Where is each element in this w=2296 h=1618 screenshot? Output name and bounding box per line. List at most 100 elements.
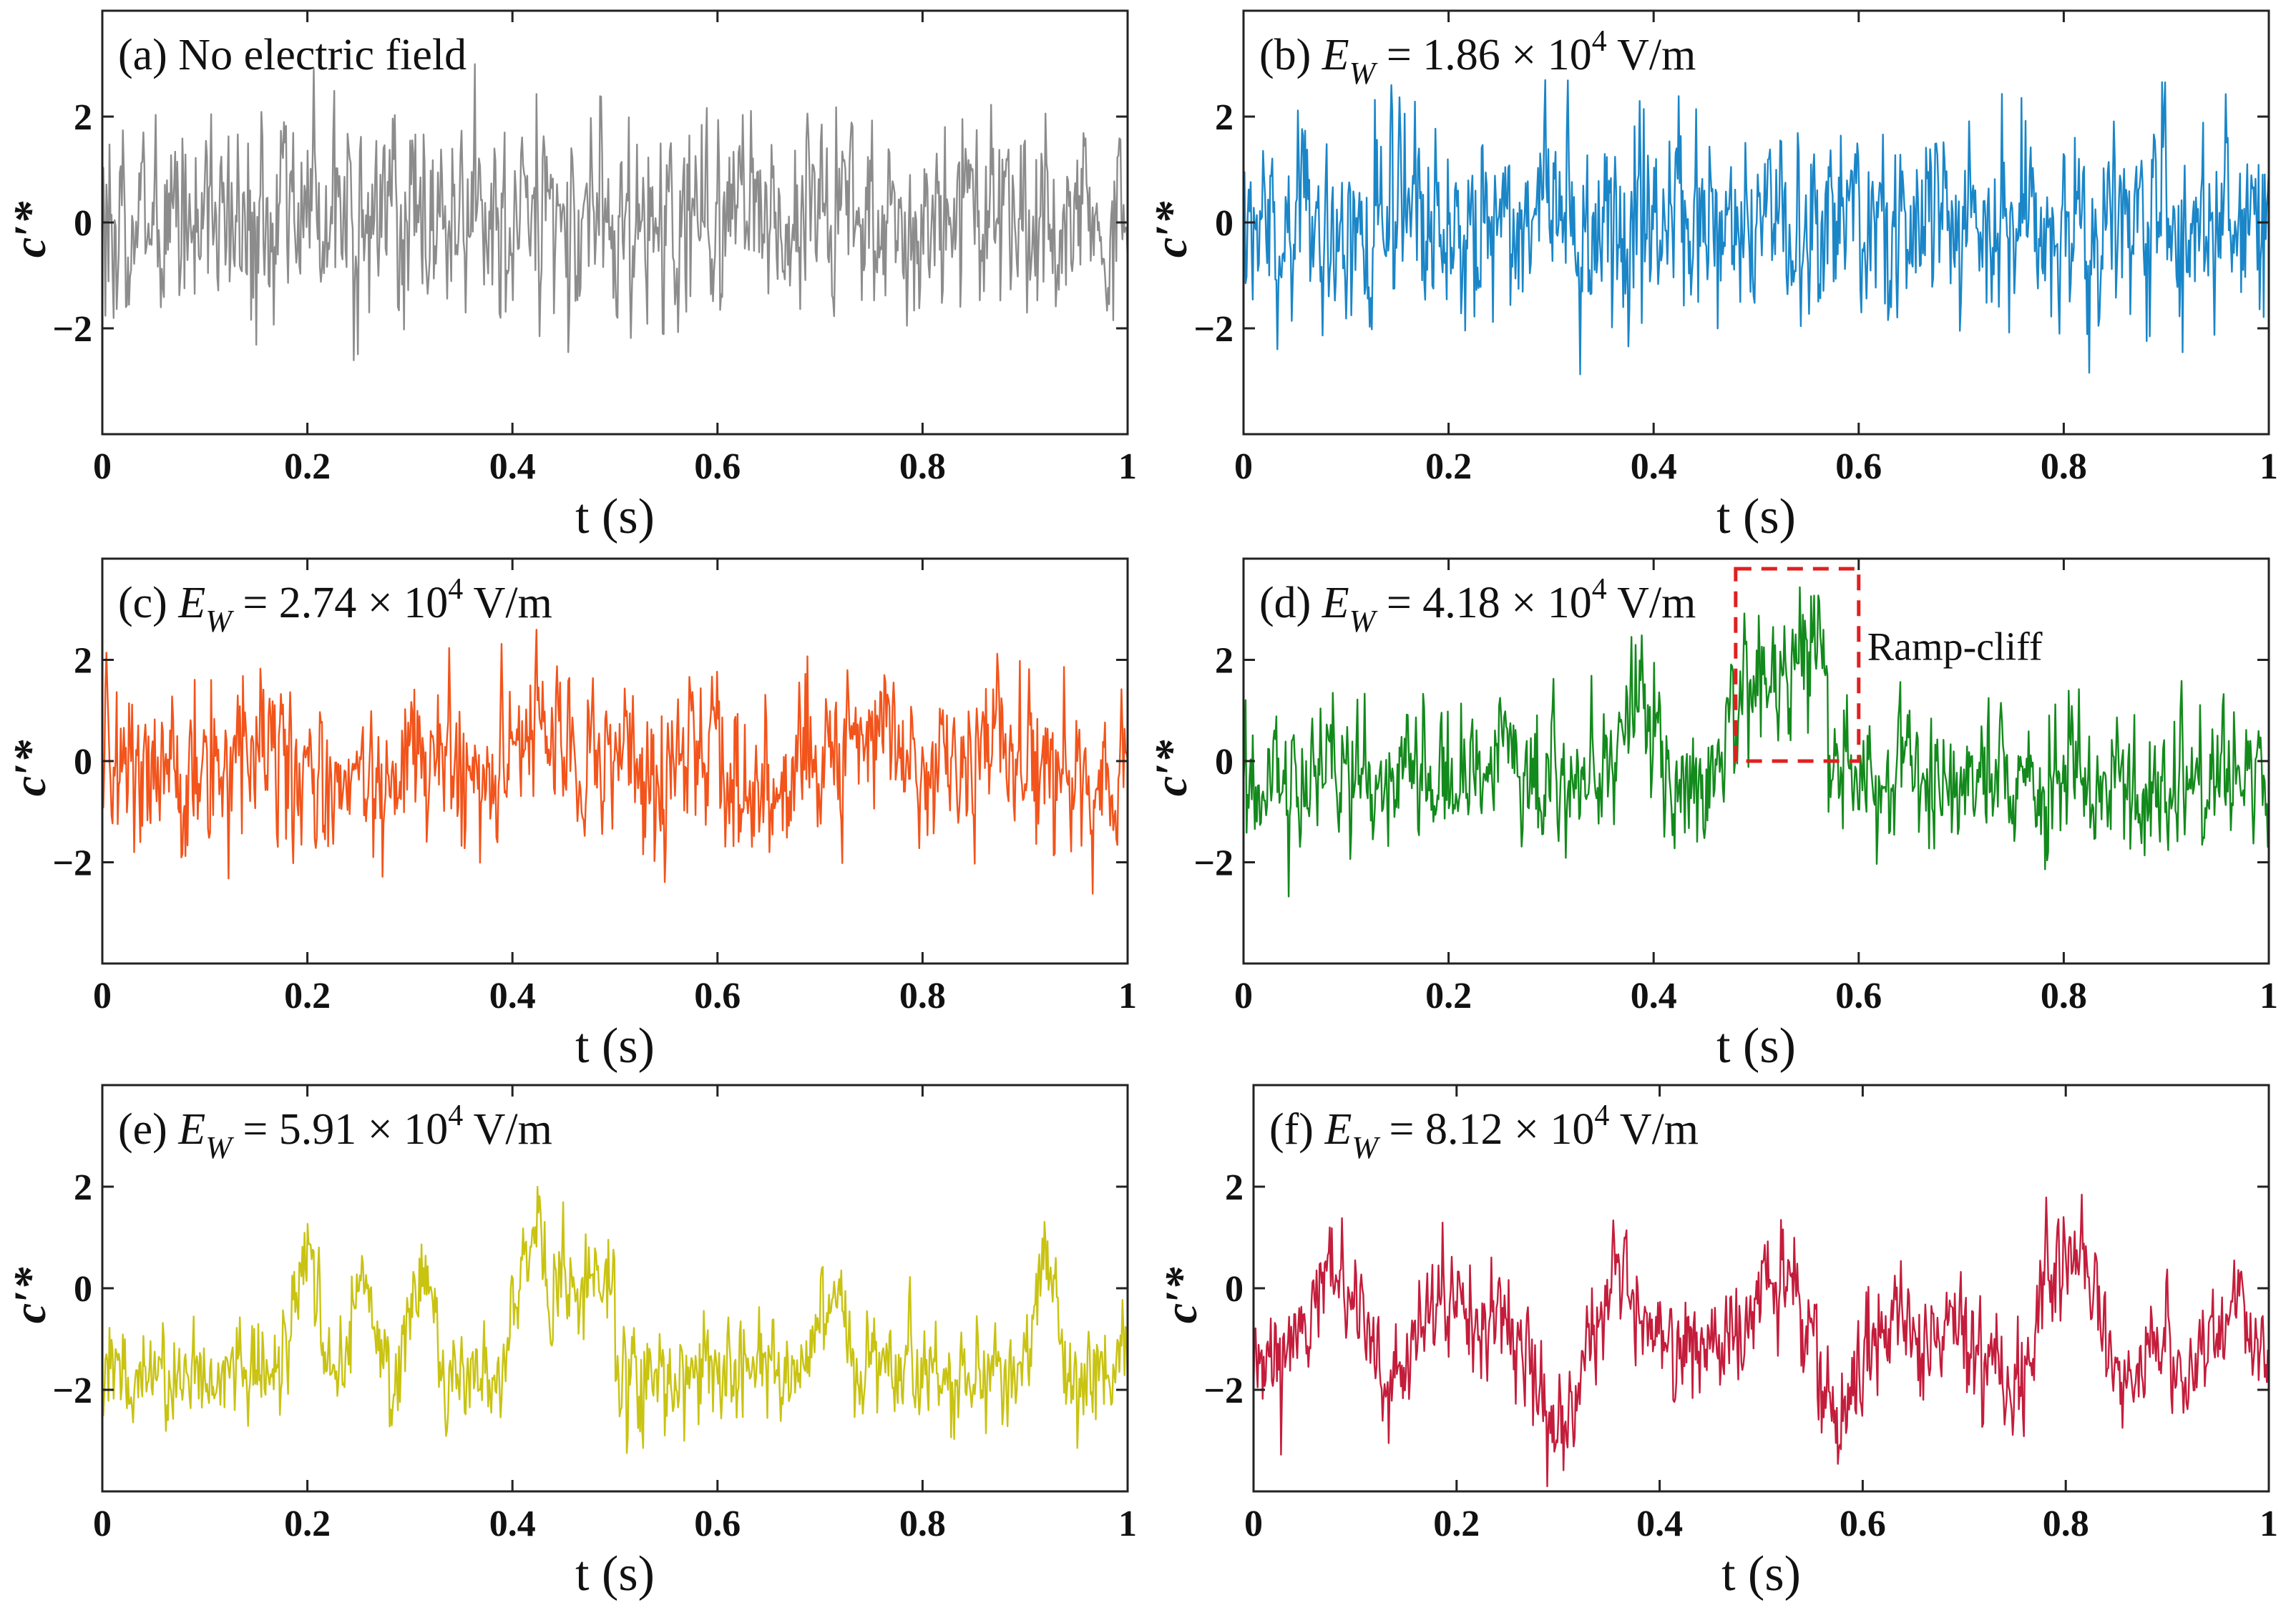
x-tick-label: 0 bbox=[93, 976, 112, 1016]
x-tick-label: 1 bbox=[2260, 446, 2278, 487]
panel-title: (d) EW = 4.18 × 104 V/m bbox=[1259, 573, 1696, 639]
y-tick-label: 0 bbox=[1215, 742, 1234, 783]
title-var: E bbox=[1322, 31, 1349, 79]
x-tick-label: 0.4 bbox=[1631, 446, 1677, 487]
title-unit: V/m bbox=[463, 1105, 552, 1154]
series-line bbox=[1244, 586, 2269, 898]
x-tick-label: 0.8 bbox=[899, 1504, 946, 1544]
x-tick-label: 0.4 bbox=[489, 976, 536, 1016]
panel-title: (b) EW = 1.86 × 104 V/m bbox=[1259, 25, 1696, 91]
y-tick-label: 2 bbox=[1225, 1167, 1244, 1208]
x-tick-label: 0.2 bbox=[1433, 1504, 1480, 1544]
annotation-label: Ramp-cliff bbox=[1867, 625, 2043, 670]
title-eq: = 2.74 × 10 bbox=[232, 579, 448, 627]
x-tick-label: 1 bbox=[2260, 976, 2278, 1016]
ramp-cliff-box bbox=[1734, 567, 1861, 763]
y-tick-label: 0 bbox=[74, 742, 92, 783]
x-tick-label: 0.6 bbox=[694, 446, 741, 487]
x-tick-label: 1 bbox=[1118, 976, 1137, 1016]
x-tick-label: 0.2 bbox=[1425, 976, 1472, 1016]
title-sub: W bbox=[205, 1130, 234, 1165]
panel-title: (a) No electric field bbox=[118, 31, 466, 79]
y-tick-label: 2 bbox=[1215, 641, 1234, 682]
y-tick-label: 0 bbox=[74, 203, 92, 244]
x-axis-label: t (s) bbox=[1721, 1546, 1801, 1602]
x-axis-label: t (s) bbox=[575, 1019, 655, 1074]
x-axis-label: t (s) bbox=[575, 489, 655, 544]
y-axis-label: c′* bbox=[4, 740, 55, 796]
y-tick-label: −2 bbox=[52, 843, 92, 884]
title-sub: W bbox=[205, 604, 234, 639]
x-tick-label: 0.4 bbox=[489, 446, 536, 487]
y-tick-label: 0 bbox=[74, 1269, 92, 1310]
y-axis-label: c′* bbox=[1145, 201, 1196, 258]
y-tick-label: 0 bbox=[1215, 203, 1234, 244]
title-prefix: (b) bbox=[1259, 31, 1322, 79]
x-tick-label: 0.2 bbox=[284, 1504, 331, 1544]
panel-f: 0 0.2 0.4 0.6 0.8 1 −2 0 2 t (s) c′* (f) EW = 8.12 … bbox=[1156, 1084, 2278, 1602]
title-eq: = 4.18 × 10 bbox=[1375, 579, 1591, 627]
panel-title: (c) EW = 2.74 × 104 V/m bbox=[118, 573, 552, 639]
x-tick-label: 0 bbox=[1244, 1504, 1263, 1544]
y-tick-label: 2 bbox=[74, 1167, 92, 1208]
title-var: E bbox=[1324, 1105, 1352, 1154]
y-tick-label: −2 bbox=[1193, 843, 1234, 884]
x-tick-label: 0.6 bbox=[1835, 446, 1882, 487]
panel-title: (f) EW = 8.12 × 104 V/m bbox=[1269, 1099, 1699, 1165]
y-tick-label: −2 bbox=[52, 309, 92, 350]
panel-title: (e) EW = 5.91 × 104 V/m bbox=[118, 1099, 552, 1165]
title-var: E bbox=[177, 579, 205, 627]
x-tick-label: 0.6 bbox=[694, 1504, 741, 1544]
x-tick-label: 0.2 bbox=[284, 446, 331, 487]
panel-b: 0 0.2 0.4 0.6 0.8 1 −2 0 2 t (s) c′* (b) EW = 1.86 … bbox=[1145, 9, 2278, 544]
series-line bbox=[1244, 79, 2269, 376]
x-tick-label: 0.2 bbox=[284, 976, 331, 1016]
x-tick-label: 0.4 bbox=[489, 1504, 536, 1544]
title-sub: W bbox=[1352, 1130, 1380, 1165]
title-prefix: (e) bbox=[118, 1105, 178, 1154]
x-tick-label: 0.6 bbox=[1835, 976, 1882, 1016]
y-tick-label: −2 bbox=[1203, 1371, 1244, 1411]
y-axis-label: c′* bbox=[4, 1267, 55, 1323]
x-tick-label: 0.6 bbox=[694, 976, 741, 1016]
title-prefix: (d) bbox=[1259, 579, 1322, 627]
x-tick-label: 0.2 bbox=[1425, 446, 1472, 487]
title-sup: 4 bbox=[448, 573, 463, 606]
x-tick-label: 1 bbox=[1118, 446, 1137, 487]
panel-e: 0 0.2 0.4 0.6 0.8 1 −2 0 2 t (s) c′* (e) EW = 5.91 … bbox=[4, 1084, 1137, 1602]
title-var: E bbox=[177, 1105, 205, 1154]
title-sub: W bbox=[1349, 604, 1378, 639]
title-unit: V/m bbox=[463, 579, 552, 627]
series-line bbox=[102, 1185, 1128, 1454]
x-tick-label: 0.8 bbox=[2041, 446, 2087, 487]
title-eq: = 1.86 × 10 bbox=[1375, 31, 1591, 79]
x-tick-label: 0.8 bbox=[899, 446, 946, 487]
series-line bbox=[102, 629, 1128, 895]
y-tick-label: 2 bbox=[74, 641, 92, 682]
title-unit: V/m bbox=[1609, 1105, 1699, 1154]
title-eq: = 8.12 × 10 bbox=[1378, 1105, 1594, 1154]
series-line bbox=[102, 63, 1128, 361]
panel-d: Ramp-cliff 0 0.2 0.4 0.6 0.8 1 −2 0 2 t (s) c′* (d) … bbox=[1145, 557, 2278, 1074]
title-sup: 4 bbox=[1592, 25, 1607, 58]
title-var: E bbox=[1322, 579, 1349, 627]
x-tick-label: 0.8 bbox=[2041, 976, 2087, 1016]
x-tick-label: 0 bbox=[1234, 446, 1253, 487]
series-line bbox=[1254, 1193, 2269, 1488]
title-eq: = 5.91 × 10 bbox=[232, 1105, 448, 1154]
title-prefix: (c) bbox=[118, 579, 178, 627]
x-axis-label: t (s) bbox=[1716, 1019, 1796, 1074]
y-tick-label: 2 bbox=[1215, 97, 1234, 138]
title-prefix: (a) No electric field bbox=[118, 31, 466, 79]
title-sup: 4 bbox=[1594, 1099, 1609, 1132]
y-axis-label: c′* bbox=[1156, 1267, 1206, 1323]
x-axis-label: t (s) bbox=[575, 1546, 655, 1602]
panel-c: 0 0.2 0.4 0.6 0.8 1 −2 0 2 t (s) c′* (c) EW = 2.74 … bbox=[4, 557, 1137, 1074]
x-tick-label: 1 bbox=[2260, 1504, 2278, 1544]
panel-a: 0 0.2 0.4 0.6 0.8 1 −2 0 2 t (s) c′* (a) No electri… bbox=[4, 9, 1137, 544]
y-tick-label: 0 bbox=[1225, 1269, 1244, 1310]
x-tick-label: 1 bbox=[1118, 1504, 1137, 1544]
title-sup: 4 bbox=[448, 1099, 463, 1132]
x-tick-label: 0.4 bbox=[1636, 1504, 1683, 1544]
